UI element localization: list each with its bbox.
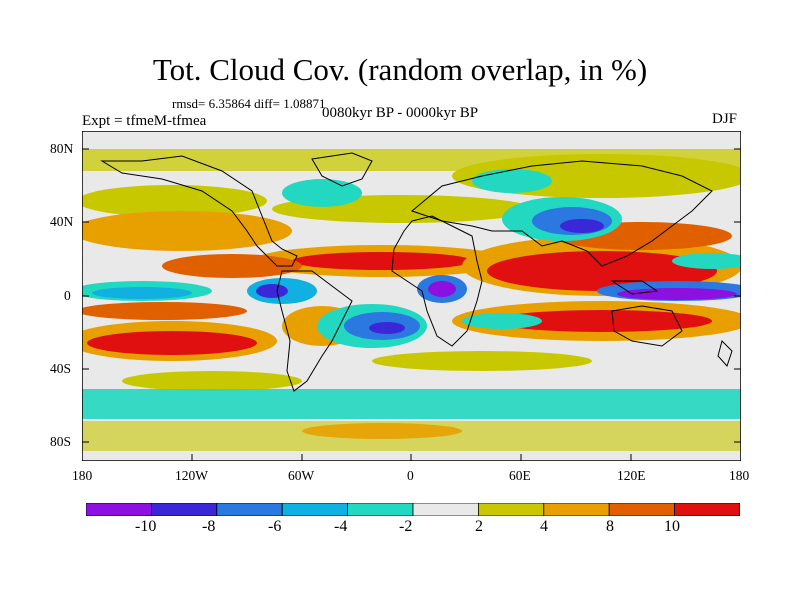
experiment-label: Expt = tfmeM-tfmea: [82, 113, 207, 129]
lat-label-40s: 40S: [50, 361, 72, 376]
lon-label-120w: 120W: [175, 468, 208, 483]
plot-title: Tot. Cloud Cov. (random overlap, in %): [152, 52, 648, 87]
colorbar-label-minus8: -8: [202, 518, 216, 535]
stats-label: rmsd= 6.35864 diff= 1.08871: [172, 96, 326, 111]
colorbar-swatch: [347, 503, 414, 516]
lat-label-80s: 80S: [50, 434, 72, 449]
period-label: 0080kyr BP - 0000kyr BP: [322, 105, 479, 121]
colorbar-swatch: [412, 503, 479, 516]
colorbar-swatch: [151, 503, 218, 516]
cloud-anomaly-map: [82, 131, 741, 461]
colorbar: [86, 503, 740, 516]
colorbar-swatch: [608, 503, 676, 516]
colorbar-label-4: 4: [540, 518, 548, 535]
colorbar-swatch: [86, 503, 152, 516]
colorbar-label-minus6: -6: [268, 518, 282, 535]
colorbar-label-minus4: -4: [334, 518, 348, 535]
lon-ticks: [191, 454, 632, 461]
colorbar-label-8: 8: [606, 518, 614, 535]
lat-label-eq: 0: [64, 288, 71, 303]
lon-label-60w: 60W: [288, 468, 315, 483]
lat-label-80n: 80N: [50, 141, 74, 156]
negative-anomalies: [82, 169, 741, 419]
lon-label-0: 0: [407, 468, 414, 483]
lon-label-120e: 120E: [617, 468, 646, 483]
colorbar-swatch: [543, 503, 610, 516]
season-label: DJF: [712, 111, 738, 127]
coastlines: [100, 152, 733, 392]
colorbar-label-2: 2: [475, 518, 483, 535]
colorbar-label-minus2: -2: [399, 518, 413, 535]
colorbar-swatch: [674, 503, 740, 516]
lat-ticks: [82, 148, 741, 443]
colorbar-label-10: 10: [664, 518, 680, 535]
colorbar-swatch: [477, 503, 545, 516]
colorbar-swatch: [216, 503, 283, 516]
lon-label-180w: 180: [72, 468, 93, 483]
lat-label-40n: 40N: [50, 214, 74, 229]
lon-label-60e: 60E: [509, 468, 531, 483]
colorbar-label-minus10: -10: [135, 518, 157, 535]
lon-label-180e: 180: [729, 468, 750, 483]
colorbar-swatch: [281, 503, 348, 516]
